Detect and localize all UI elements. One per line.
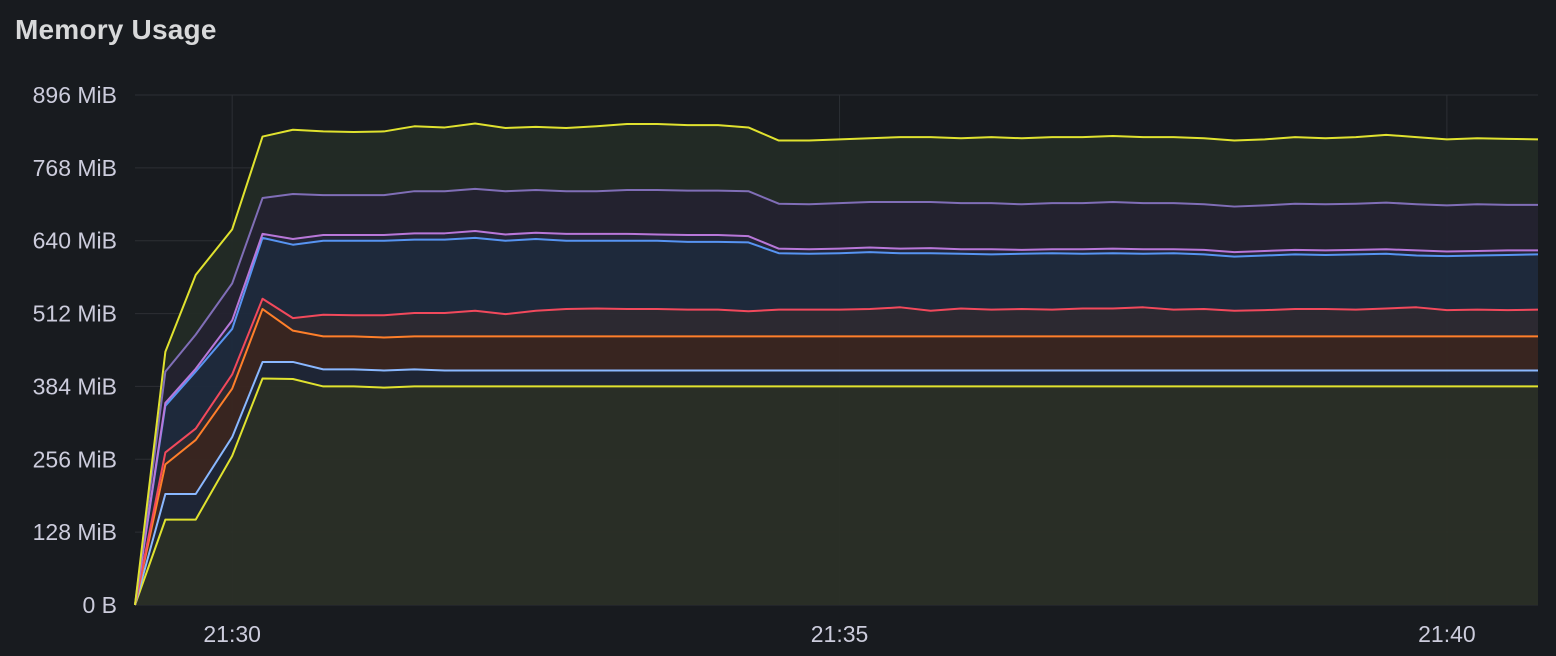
series-line[interactable] xyxy=(134,122,1539,606)
y-tick-label: 768 MiB xyxy=(33,155,117,181)
series-lines xyxy=(134,122,1539,606)
x-axis-ticks: 21:30 21:35 21:40 xyxy=(203,621,1475,647)
series-line[interactable] xyxy=(134,308,1538,606)
y-tick-label: 896 MiB xyxy=(33,82,117,108)
y-axis-ticks: 0 B 128 MiB 256 MiB 384 MiB 512 MiB 640 MiB 76… xyxy=(33,82,117,618)
panel-title: Memory Usage xyxy=(15,14,217,45)
series-area xyxy=(135,237,1538,606)
y-tick-label: 384 MiB xyxy=(33,373,117,399)
series-area xyxy=(135,123,1538,605)
x-tick-label: 21:30 xyxy=(203,621,261,647)
series-line[interactable] xyxy=(134,187,1538,606)
series-area xyxy=(135,378,1538,605)
series-line[interactable] xyxy=(134,236,1539,606)
series-line[interactable] xyxy=(134,297,1539,606)
panel-header[interactable]: Memory Usage xyxy=(15,12,217,48)
y-tick-label: 128 MiB xyxy=(33,519,117,545)
y-tick-label: 640 MiB xyxy=(33,228,117,254)
series-area xyxy=(135,309,1538,605)
series-line[interactable] xyxy=(134,230,1538,606)
x-tick-label: 21:35 xyxy=(811,621,869,647)
series-line[interactable] xyxy=(134,360,1538,606)
x-tick-label: 21:40 xyxy=(1418,621,1476,647)
y-tick-label: 512 MiB xyxy=(33,301,117,327)
y-tick-label: 0 B xyxy=(82,592,117,618)
series-line[interactable] xyxy=(134,377,1538,606)
y-tick-label: 256 MiB xyxy=(33,446,117,472)
series-area xyxy=(135,188,1538,605)
series-areas xyxy=(135,123,1538,606)
series-area xyxy=(135,298,1538,605)
